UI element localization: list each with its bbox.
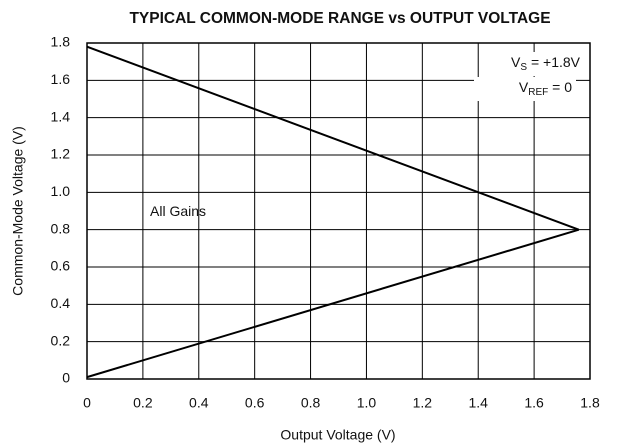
x-tick-label: 0.6 bbox=[245, 395, 265, 411]
plot-frame bbox=[86, 42, 591, 380]
annotation-subscript: REF bbox=[528, 87, 548, 98]
x-tick-label: 1.4 bbox=[468, 395, 488, 411]
y-tick-label: 0 bbox=[62, 370, 70, 386]
x-tick-label: 1.0 bbox=[357, 395, 377, 411]
annotation-rest: = +1.8V bbox=[527, 54, 581, 70]
x-tick-label: 0.2 bbox=[133, 395, 153, 411]
y-tick-label: 1.6 bbox=[51, 71, 71, 87]
annotation: All Gains bbox=[150, 203, 206, 219]
annotation: VS = +1.8V bbox=[511, 54, 581, 73]
y-tick-label: 0.6 bbox=[51, 258, 71, 274]
annotation: VREF = 0 bbox=[519, 79, 572, 98]
line-series bbox=[86, 228, 580, 379]
x-tick-label: 1.2 bbox=[413, 395, 433, 411]
x-tick-label: 0.8 bbox=[301, 395, 321, 411]
y-axis-label: Common-Mode Voltage (V) bbox=[10, 126, 26, 296]
annotation-text: V bbox=[519, 79, 529, 95]
y-tick-label: 0.2 bbox=[51, 332, 71, 348]
annotation-subscript: S bbox=[520, 62, 527, 73]
annotation-text: All Gains bbox=[150, 203, 206, 219]
chart-title: TYPICAL COMMON-MODE RANGE vs OUTPUT VOLT… bbox=[129, 10, 550, 27]
line-series bbox=[86, 45, 580, 231]
y-tick-label: 0.8 bbox=[51, 220, 71, 236]
y-tick-label: 1.2 bbox=[51, 146, 71, 162]
x-tick-label: 0 bbox=[83, 395, 91, 411]
annotation-bg bbox=[474, 77, 576, 101]
annotation-rest: = 0 bbox=[548, 79, 572, 95]
x-tick-label: 0.4 bbox=[189, 395, 209, 411]
y-tick-label: 0.4 bbox=[51, 295, 71, 311]
annotation-bg bbox=[482, 52, 584, 76]
x-tick-label: 1.8 bbox=[580, 395, 600, 411]
y-tick-label: 1.8 bbox=[51, 34, 71, 50]
y-tick-label: 1.0 bbox=[51, 183, 71, 199]
annotation-text: V bbox=[511, 54, 521, 70]
x-axis-label: Output Voltage (V) bbox=[280, 427, 395, 443]
x-tick-label: 1.6 bbox=[524, 395, 544, 411]
y-tick-label: 1.4 bbox=[51, 108, 71, 124]
